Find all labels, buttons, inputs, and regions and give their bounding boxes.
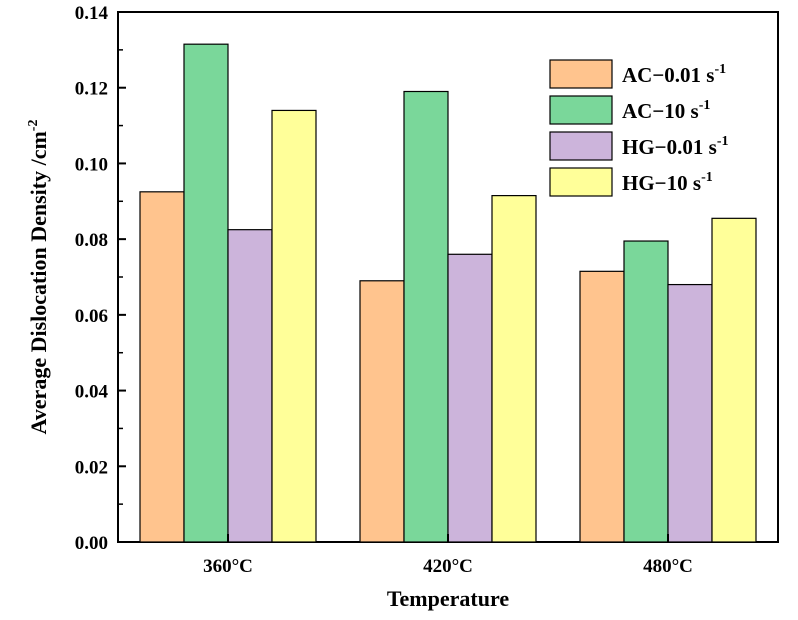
legend-label-main: AC−0.01 s [622,63,714,87]
legend-label: HG−10 s-1 [622,170,713,195]
y-tick-label: 0.06 [75,306,108,327]
legend-swatch [549,59,613,89]
x-tick-label: 480°C [643,556,693,577]
y-tick-label: 0.08 [75,230,108,251]
bar-2-0 [227,229,273,543]
y-tick-label: 0.12 [75,79,108,100]
y-tick-label: 0.00 [75,533,108,554]
bar-2-1 [447,253,493,543]
legend-label-main: HG−0.01 s [622,135,717,159]
bar-1-2 [623,240,669,543]
x-tick-label: 420°C [423,556,473,577]
x-axis-title: Temperature [387,586,509,611]
legend-label-main: HG−10 s [622,171,701,195]
bar-0-2 [579,270,625,543]
legend-label-sup: -1 [701,170,713,185]
y-axis: 0.00 0.02 0.04 0.06 0.08 0.10 0.12 0.14 [75,3,126,554]
bar-1-0 [183,43,229,543]
legend-label-sup: -1 [717,134,729,149]
y-axis-title-main: Average Dislocation Density /cm [26,131,51,434]
legend: AC−0.01 s-1AC−10 s-1HG−0.01 s-1HG−10 s-1 [549,59,728,197]
bar-0-1 [359,280,405,543]
bar-1-1 [403,90,449,543]
legend-label: AC−0.01 s-1 [622,62,726,87]
legend-swatch [549,131,613,161]
bars-group [139,43,757,543]
y-axis-title: Average Dislocation Density /cm-2 [26,120,51,435]
legend-swatch [549,167,613,197]
y-axis-title-sup: -2 [26,120,41,132]
bar-3-2 [711,217,757,543]
legend-label: HG−0.01 s-1 [622,134,728,159]
x-axis: 360°C 420°C 480°C [203,534,693,577]
legend-swatch [549,95,613,125]
legend-label-main: AC−10 s [622,99,699,123]
legend-label: AC−10 s-1 [622,98,710,123]
legend-label-sup: -1 [699,98,711,113]
bar-0-0 [139,191,185,543]
legend-label-sup: -1 [714,62,726,77]
y-tick-label: 0.10 [75,154,108,175]
bar-3-0 [271,109,317,543]
bar-2-2 [667,283,713,543]
y-tick-label: 0.02 [75,457,108,478]
bar-3-1 [491,195,537,543]
y-tick-label: 0.04 [75,382,109,403]
y-tick-label: 0.14 [75,3,109,24]
x-tick-label: 360°C [203,556,253,577]
